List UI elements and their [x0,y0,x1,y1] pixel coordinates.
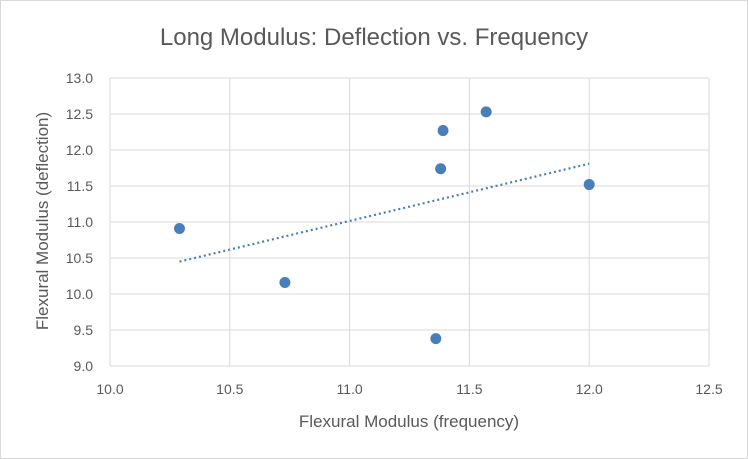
data-point [435,163,447,175]
x-tick-label: 10.0 [96,381,123,397]
y-axis-ticks: 13.0 12.5 12.0 11.5 11.0 10.5 10.0 9.5 9.0 [66,70,93,374]
y-tick-label: 11.0 [67,214,93,230]
x-tick-label: 12.5 [695,381,722,397]
data-point [480,106,492,118]
data-point [173,222,185,234]
y-tick-label: 9.5 [74,322,94,338]
x-tick-label: 10.5 [216,381,243,397]
y-tick-label: 10.0 [66,286,93,302]
x-axis-ticks: 10.0 10.5 11.0 11.5 12.0 12.5 [96,381,722,397]
x-tick-label: 12.0 [576,381,603,397]
y-tick-label: 11.5 [67,178,93,194]
y-tick-label: 12.0 [66,142,93,158]
x-axis-title: Flexural Modulus (frequency) [299,412,519,431]
data-point [430,333,442,345]
x-tick-label: 11.0 [336,381,362,397]
grid-lines [109,77,710,367]
trendline-group [179,162,590,263]
y-tick-label: 13.0 [66,70,93,86]
data-point [437,125,449,137]
chart-title: Long Modulus: Deflection vs. Frequency [160,24,588,51]
x-tick-label: 11.5 [456,381,482,397]
data-point [279,276,291,288]
y-tick-label: 10.5 [66,250,93,266]
linear-trendline [179,162,590,263]
data-point [583,179,595,191]
y-tick-label: 12.5 [66,106,93,122]
y-tick-label: 9.0 [74,358,94,374]
data-points [173,106,595,345]
y-axis-title: Flexural Modulus (deflection) [33,112,52,330]
